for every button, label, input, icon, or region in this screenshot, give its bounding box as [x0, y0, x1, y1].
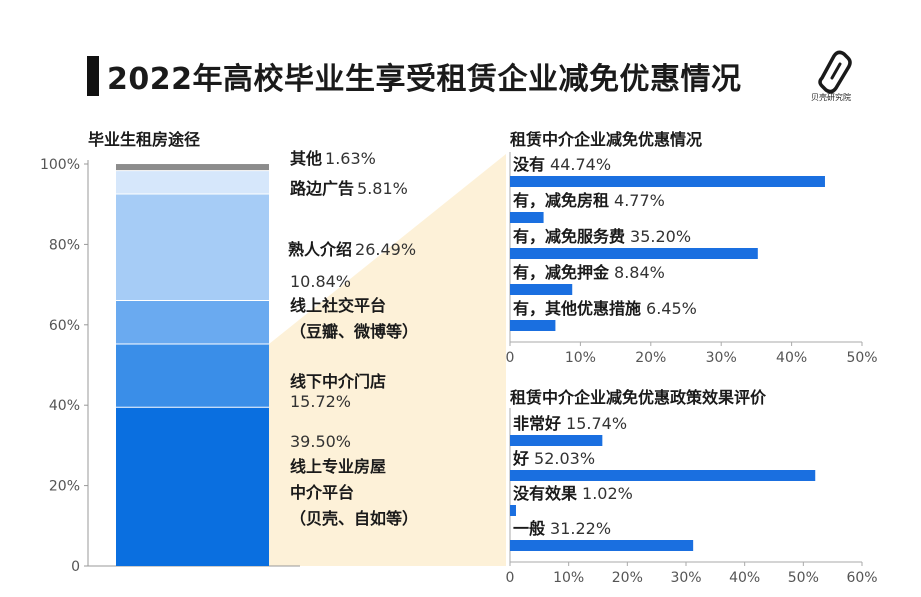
y-tick-label-3: 60% [49, 318, 80, 334]
chart-2-x-tick-label-3: 30% [670, 570, 701, 586]
chart-2-x-tick-label-1: 10% [553, 570, 584, 586]
chart-1-value-4: 6.45% [646, 299, 697, 318]
segment-0-value-text: 39.50% [290, 432, 352, 451]
chart-1-bar-label-0: 没有 44.74% [513, 151, 611, 175]
chart-2-bar-1 [510, 470, 816, 481]
chart-2-x-tick-label-6: 60% [846, 570, 877, 586]
title-accent-bar [87, 56, 99, 96]
stack-segment-5 [116, 164, 269, 171]
chart-1-bar-1 [510, 212, 544, 223]
chart-2-category-2: 没有效果 [513, 484, 578, 503]
segment-0-label-line-2: （贝壳、自如等） [290, 506, 418, 532]
chart-2-bar-2 [510, 505, 516, 516]
segment-2-label-line-0: 线上社交平台 [290, 293, 418, 319]
segment-4-value: 5.81% [357, 179, 408, 198]
segment-2-label-line-1: （豆瓣、微博等） [290, 319, 418, 345]
stack-segment-2 [116, 300, 269, 345]
chart-1-category-3: 有，减免押金 [513, 263, 610, 282]
segment-3-name: 熟人介绍 [288, 240, 353, 259]
y-tick-label-4: 80% [49, 237, 80, 253]
y-tick-label-2: 40% [49, 398, 80, 414]
segment-5-name: 其他 [290, 149, 323, 168]
chart-1-bar-0 [510, 176, 825, 187]
chart-2-bar-label-1: 好 52.03% [513, 445, 595, 469]
chart-2-category-0: 非常好 [513, 414, 562, 433]
stack-segment-4 [116, 170, 269, 194]
chart-1-value-3: 8.84% [614, 263, 665, 282]
segment-0-label-line-1: 中介平台 [290, 480, 418, 506]
chart-2-title: 租赁中介企业减免优惠情况 [510, 130, 703, 149]
chart-2-bar-3 [510, 540, 694, 551]
segment-1-value: 15.72% [290, 392, 351, 411]
segment-0-label: 线上专业房屋 中介平台 （贝壳、自如等） [290, 454, 418, 532]
chart-3-title: 租赁中介企业减免优惠政策效果评价 [510, 388, 767, 407]
segment-0-label-line-0: 线上专业房屋 [290, 454, 418, 480]
chart-1-category-0: 没有 [513, 155, 546, 174]
chart-2-x-tick-label-5: 50% [788, 570, 819, 586]
chart-2-value-1: 52.03% [534, 449, 596, 468]
chart-2-bar-0 [510, 435, 603, 446]
segment-2-label: 线上社交平台 （豆瓣、微博等） [290, 293, 418, 345]
chart-2-bar-label-3: 一般 31.22% [513, 515, 611, 539]
chart-2-value-3: 31.22% [550, 519, 612, 538]
segment-5-label: 其他 1.63% [290, 145, 376, 169]
chart-1-title: 毕业生租房途径 [88, 130, 201, 149]
chart-1-value-2: 35.20% [630, 227, 692, 246]
beike-logo-icon [818, 50, 852, 94]
chart-1-bar-label-1: 有，减免房租 4.77% [513, 187, 665, 211]
chart-2-value-2: 1.02% [582, 484, 633, 503]
chart-2-category-1: 好 [513, 449, 530, 468]
y-tick-label-1: 20% [49, 479, 80, 495]
stack-segment-0 [116, 407, 269, 566]
segment-2-value-text: 10.84% [290, 272, 352, 291]
chart-1-x-tick-label-4: 40% [776, 350, 807, 366]
segment-3-label: 熟人介绍 26.49% [288, 236, 416, 260]
stack-segment-3 [116, 193, 269, 301]
chart-2-bar-label-2: 没有效果 1.02% [513, 480, 633, 504]
segment-0-name-text-0: 线上专业房屋 [290, 457, 387, 476]
chart-1-bar-label-2: 有，减免服务费 35.20% [513, 223, 691, 247]
chart-1-category-1: 有，减免房租 [513, 191, 610, 210]
chart-1-category-2: 有，减免服务费 [513, 227, 626, 246]
chart-1-x-tick-label-1: 10% [565, 350, 596, 366]
chart-1-x-tick-label-3: 30% [706, 350, 737, 366]
logo-text: 贝壳研究院 [811, 93, 851, 102]
chart-2-category-3: 一般 [513, 519, 546, 538]
chart-2-x-tick-label-4: 40% [729, 570, 760, 586]
chart-2-value-0: 15.74% [566, 414, 628, 433]
segment-3-value: 26.49% [355, 240, 417, 259]
segment-2-value: 10.84% [290, 272, 351, 291]
segment-0-name-text-1: 中介平台 [290, 483, 355, 502]
segment-4-label: 路边广告 5.81% [290, 175, 408, 199]
segment-1-value-text: 15.72% [290, 392, 352, 411]
chart-1-bar-2 [510, 248, 758, 259]
y-tick-label-5: 100% [40, 157, 80, 173]
chart-1-bar-4 [510, 320, 556, 331]
chart-1-bar-3 [510, 284, 573, 295]
chart-1-x-tick-label-5: 50% [846, 350, 877, 366]
segment-1-label: 线下中介门店 [290, 368, 386, 392]
segment-0-value: 39.50% [290, 432, 351, 451]
chart-2-bar-label-0: 非常好 15.74% [513, 410, 627, 434]
chart-1-value-1: 4.77% [614, 191, 665, 210]
page-title: 2022年高校毕业生享受租赁企业减免优惠情况 [107, 62, 742, 97]
chart-2-x-tick-label-2: 20% [612, 570, 643, 586]
chart-1-x-tick-label-2: 20% [635, 350, 666, 366]
segment-2-name-text-1: （豆瓣、微博等） [290, 322, 419, 341]
bar-highlight-wedge [269, 154, 506, 566]
y-tick-label-0: 0 [71, 559, 80, 575]
segment-1-name: 线下中介门店 [290, 372, 387, 391]
chart-1-value-0: 44.74% [550, 155, 612, 174]
stack-segment-1 [116, 344, 269, 408]
segment-0-name-text-2: （贝壳、自如等） [290, 509, 419, 528]
chart-1-bar-label-3: 有，减免押金 8.84% [513, 259, 665, 283]
segment-5-value: 1.63% [325, 149, 376, 168]
chart-1-x-tick-label-0: 0 [506, 350, 515, 366]
segment-4-name: 路边广告 [290, 179, 355, 198]
chart-2-x-tick-label-0: 0 [506, 570, 515, 586]
segment-2-name-text-0: 线上社交平台 [290, 296, 387, 315]
chart-1-category-4: 有，其他优惠措施 [513, 299, 642, 318]
chart-1-bar-label-4: 有，其他优惠措施 6.45% [513, 295, 697, 319]
